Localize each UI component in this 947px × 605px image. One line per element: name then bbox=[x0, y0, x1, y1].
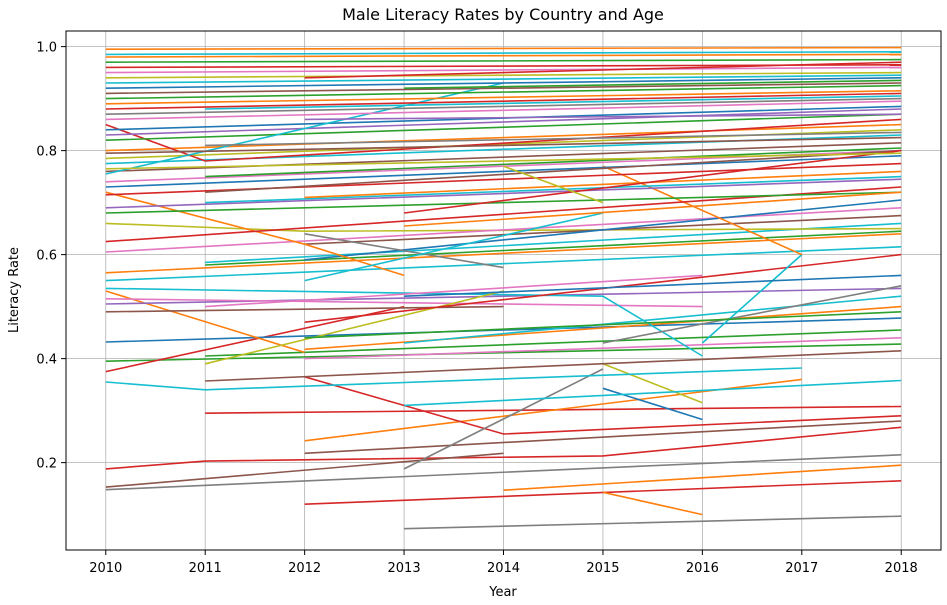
series-line bbox=[105, 246, 902, 282]
series-line bbox=[404, 379, 902, 407]
series-line bbox=[105, 305, 405, 373]
series-line bbox=[105, 84, 902, 100]
series-line bbox=[105, 71, 902, 79]
series-line bbox=[105, 343, 902, 362]
series-line bbox=[304, 305, 902, 351]
x-tick-label: 2018 bbox=[885, 561, 918, 576]
series-line bbox=[105, 58, 902, 63]
series-line bbox=[105, 46, 902, 50]
series-line bbox=[205, 147, 902, 178]
series-line bbox=[205, 230, 902, 266]
series-line bbox=[105, 92, 902, 110]
series-line bbox=[602, 363, 703, 404]
series-line bbox=[304, 337, 902, 360]
series-line bbox=[602, 165, 803, 256]
series-line bbox=[105, 452, 504, 488]
series-line bbox=[105, 287, 703, 357]
x-tick-label: 2013 bbox=[388, 561, 421, 576]
series-line bbox=[105, 222, 902, 233]
series-line bbox=[602, 387, 703, 421]
series-line bbox=[105, 136, 902, 154]
series-line bbox=[105, 118, 902, 162]
y-axis-label: Literacy Rate bbox=[7, 247, 22, 333]
x-tick-label: 2017 bbox=[785, 561, 818, 576]
series-line bbox=[105, 290, 305, 354]
series-line bbox=[304, 420, 902, 455]
series-line bbox=[105, 426, 902, 470]
x-axis-label: Year bbox=[488, 585, 517, 600]
series-line bbox=[503, 165, 604, 204]
series-line bbox=[602, 491, 703, 516]
series-line bbox=[105, 53, 902, 58]
y-tick-label: 0.6 bbox=[36, 249, 57, 264]
series-line bbox=[404, 79, 902, 89]
y-axis-ticks: 0.2 0.4 0.6 0.8 1.0 bbox=[36, 41, 66, 472]
series-line bbox=[404, 149, 902, 214]
series-line bbox=[105, 155, 902, 188]
series-line bbox=[105, 298, 703, 308]
series-line bbox=[105, 152, 902, 170]
series-line bbox=[205, 175, 902, 204]
series-line bbox=[205, 350, 902, 382]
series-line bbox=[403, 368, 604, 470]
series-lines bbox=[105, 46, 902, 530]
series-line bbox=[304, 376, 902, 435]
series-line bbox=[105, 191, 902, 214]
chart-title: Male Literacy Rates by Country and Age bbox=[342, 5, 664, 24]
x-tick-label: 2012 bbox=[288, 561, 321, 576]
series-line bbox=[404, 515, 902, 530]
series-line bbox=[205, 95, 902, 110]
y-tick-label: 0.8 bbox=[36, 145, 57, 160]
series-line bbox=[105, 454, 902, 491]
series-line bbox=[304, 212, 604, 282]
series-line bbox=[105, 100, 902, 121]
x-axis-ticks: 2010 2011 2012 2013 2014 2015 2016 2017 2018 bbox=[89, 550, 918, 576]
series-line bbox=[105, 317, 902, 343]
series-line bbox=[105, 108, 902, 136]
series-line bbox=[701, 254, 803, 344]
series-line bbox=[205, 274, 703, 308]
series-line bbox=[304, 113, 902, 121]
series-line bbox=[105, 367, 802, 391]
series-line bbox=[105, 287, 902, 305]
x-tick-label: 2011 bbox=[189, 561, 222, 576]
series-line bbox=[205, 149, 902, 193]
series-line bbox=[304, 233, 504, 269]
series-line bbox=[205, 131, 902, 147]
series-line bbox=[205, 329, 902, 357]
series-line bbox=[304, 61, 902, 79]
series-line bbox=[105, 82, 902, 95]
series-line bbox=[105, 207, 902, 253]
series-line bbox=[105, 66, 902, 74]
series-line bbox=[304, 311, 902, 339]
y-tick-label: 0.2 bbox=[36, 457, 57, 472]
series-line bbox=[105, 178, 902, 209]
series-line bbox=[105, 90, 902, 105]
series-line bbox=[404, 274, 902, 297]
series-line bbox=[105, 113, 902, 141]
series-line bbox=[105, 74, 902, 84]
series-line bbox=[205, 290, 504, 365]
series-line bbox=[404, 191, 902, 227]
series-line bbox=[304, 199, 902, 261]
x-tick-label: 2014 bbox=[487, 561, 520, 576]
series-line bbox=[105, 77, 902, 89]
x-tick-label: 2016 bbox=[686, 561, 719, 576]
series-line bbox=[602, 285, 902, 344]
series-line bbox=[404, 295, 902, 344]
x-tick-label: 2010 bbox=[89, 561, 122, 576]
series-line bbox=[105, 97, 902, 115]
series-line bbox=[105, 123, 902, 152]
x-tick-label: 2015 bbox=[586, 561, 619, 576]
y-tick-label: 0.4 bbox=[36, 353, 57, 368]
series-line bbox=[503, 464, 902, 491]
series-line bbox=[304, 170, 902, 199]
series-line bbox=[105, 51, 902, 56]
y-tick-label: 1.0 bbox=[36, 41, 57, 56]
